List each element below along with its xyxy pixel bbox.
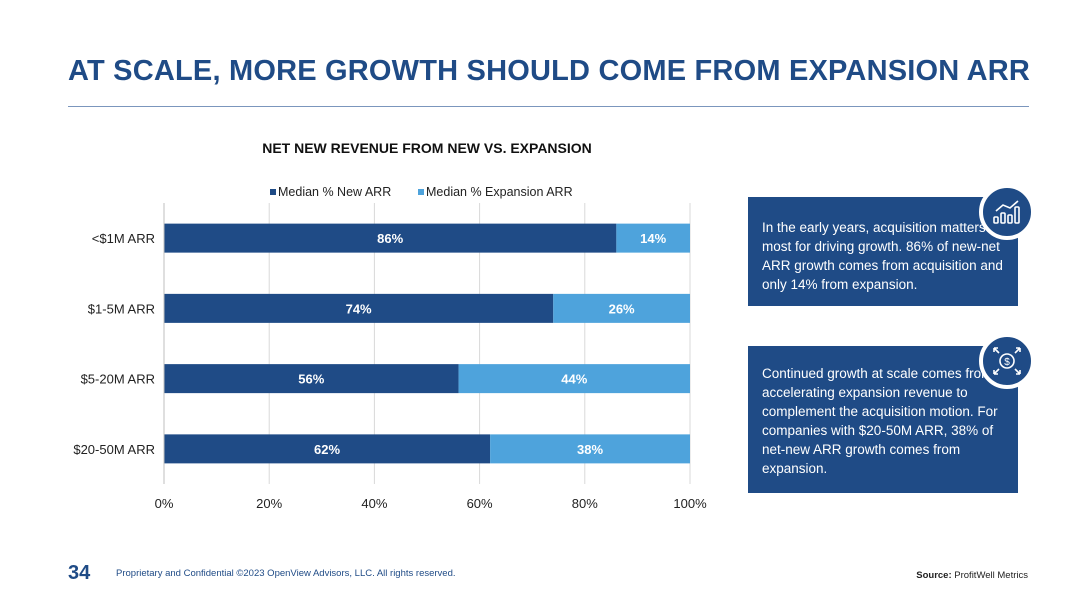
x-tick-label: 60% <box>467 496 493 511</box>
bar-data-label: 62% <box>314 442 340 457</box>
y-category-label: $20-50M ARR <box>73 442 155 457</box>
page-number: 34 <box>68 562 91 584</box>
bar-data-label: 56% <box>298 372 324 387</box>
bar-segment <box>490 434 690 464</box>
legend-swatch <box>418 189 424 195</box>
x-tick-label: 100% <box>673 496 707 511</box>
bar-segment <box>164 434 491 464</box>
callout-box-1: In the early years, acquisition matters … <box>748 197 1018 306</box>
bar-data-label: 44% <box>561 372 587 387</box>
chart-title: NET NEW REVENUE FROM NEW VS. EXPANSION <box>262 140 592 156</box>
bar-data-label: 14% <box>640 231 666 246</box>
bar-segment <box>164 364 459 394</box>
dollar-expand-icon: $ <box>979 333 1035 389</box>
legal-notice: Proprietary and Confidential ©2023 OpenV… <box>116 568 456 579</box>
legend-label: Median % New ARR <box>278 185 391 199</box>
bar-segment <box>616 223 690 253</box>
source-label: Source: <box>916 570 952 581</box>
bar-data-label: 86% <box>377 231 403 246</box>
legend-swatch <box>270 189 276 195</box>
slide-title: AT SCALE, MORE GROWTH SHOULD COME FROM E… <box>68 55 1031 87</box>
chart-growth-icon <box>979 184 1035 240</box>
y-category-label: <$1M ARR <box>92 231 155 246</box>
source-note: Source: ProfitWell Metrics <box>916 570 1028 581</box>
bar-segment <box>164 293 554 323</box>
bar-segment <box>553 293 690 323</box>
x-tick-label: 0% <box>155 496 174 511</box>
y-category-label: $5-20M ARR <box>81 372 155 387</box>
bar-data-label: 74% <box>346 301 372 316</box>
bar-data-label: 38% <box>577 442 603 457</box>
y-category-label: $1-5M ARR <box>88 301 155 316</box>
legend-label: Median % Expansion ARR <box>426 185 573 199</box>
source-value: ProfitWell Metrics <box>954 570 1028 581</box>
callout-box-2: Continued growth at scale comes from acc… <box>748 346 1018 493</box>
x-tick-label: 40% <box>361 496 387 511</box>
title-divider <box>68 106 1029 107</box>
callout-text: Continued growth at scale comes from acc… <box>762 366 998 476</box>
svg-text:$: $ <box>1004 357 1010 368</box>
callout-text: In the early years, acquisition matters … <box>762 220 1003 292</box>
x-tick-label: 20% <box>256 496 282 511</box>
x-tick-label: 80% <box>572 496 598 511</box>
bar-segment <box>164 223 617 253</box>
bar-segment <box>458 364 690 394</box>
bar-data-label: 26% <box>609 301 635 316</box>
